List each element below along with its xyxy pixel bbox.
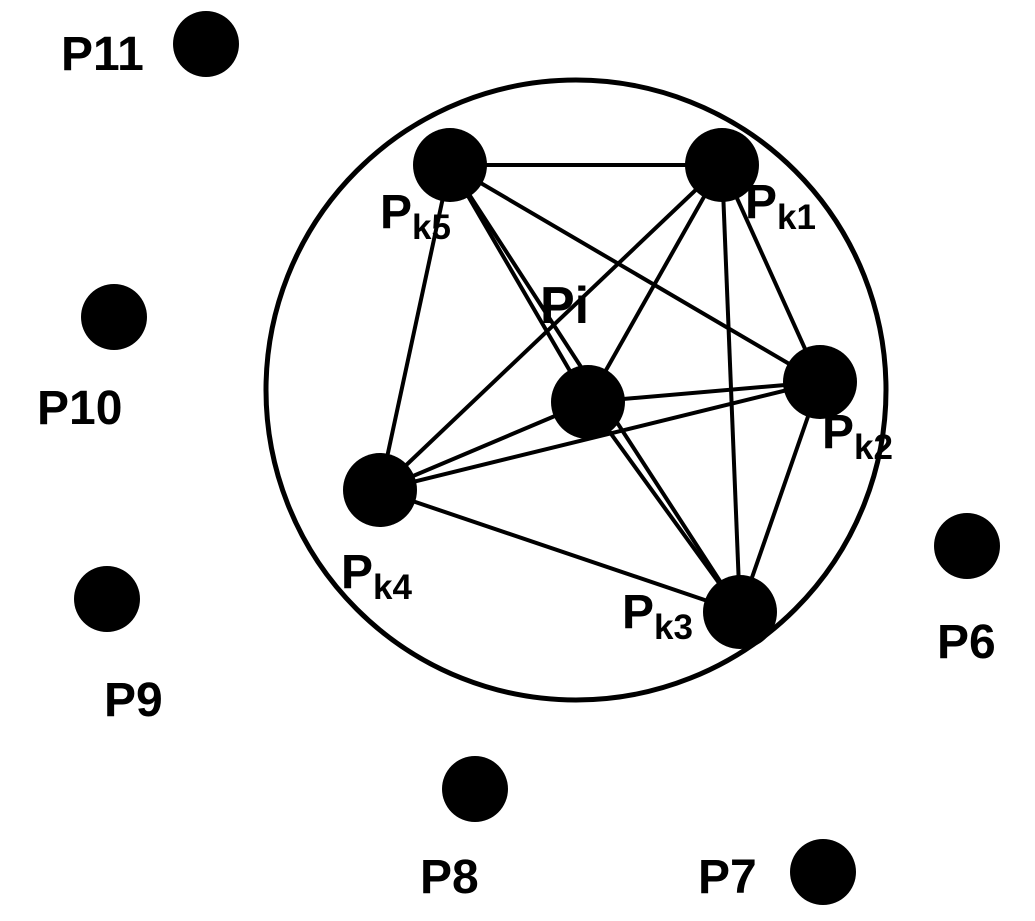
node-P7 (790, 839, 856, 905)
node-P8 (442, 756, 508, 822)
label-P8: P8 (420, 851, 479, 904)
node-P10 (81, 284, 147, 350)
label-P9: P9 (104, 674, 163, 727)
network-diagram: PiPk1Pk2Pk3Pk4Pk5P6P7P8P9P10P11 (0, 0, 1035, 921)
label-P10: P10 (37, 382, 122, 435)
node-Pk4 (343, 453, 417, 527)
label-P7: P7 (698, 851, 757, 904)
node-P9 (74, 566, 140, 632)
node-P6 (934, 513, 1000, 579)
label-Pi: Pi (540, 277, 589, 335)
node-Pk3 (703, 575, 777, 649)
node-Pk5 (413, 128, 487, 202)
label-P11: P11 (61, 28, 144, 81)
node-P11 (173, 11, 239, 77)
node-Pi (551, 365, 625, 439)
label-P6: P6 (937, 616, 996, 669)
